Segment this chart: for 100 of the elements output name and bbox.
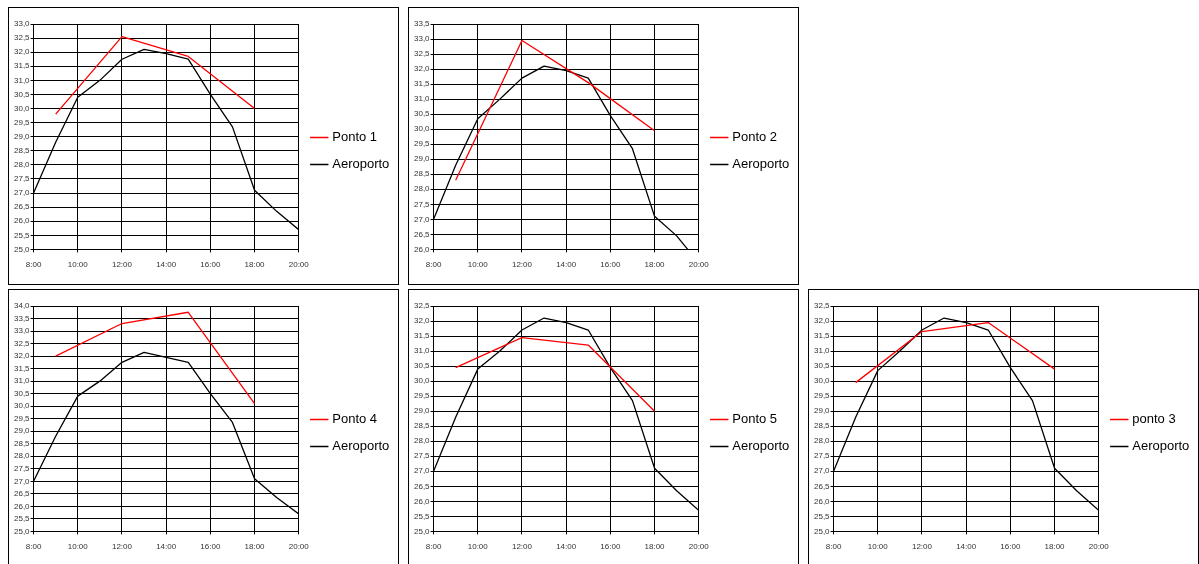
x-tick-label: 12:00 (111, 542, 133, 552)
x-tick-label: 10:00 (467, 260, 489, 270)
x-tick-label: 14:00 (956, 542, 977, 552)
y-tick-label: 31,0 (13, 376, 31, 386)
y-tick-label: 27,0 (13, 188, 31, 198)
x-tick-label: 10:00 (867, 542, 889, 552)
x-tick-label: 14:00 (556, 260, 577, 270)
y-tick-label: 28,0 (813, 436, 831, 446)
y-tick-label: 28,5 (13, 438, 31, 448)
x-tick-label: 16:00 (200, 260, 221, 270)
x-tick-label: 8:00 (825, 542, 842, 552)
y-tick-label: 27,5 (413, 199, 431, 209)
y-tick-label: 25,5 (13, 514, 31, 524)
x-tick-label: 20:00 (688, 542, 710, 552)
y-tick-label: 28,0 (13, 451, 31, 461)
y-tick-label: 31,5 (13, 363, 31, 373)
y-tick-label: 32,0 (413, 316, 431, 326)
y-tick-label: 32,5 (413, 49, 431, 59)
y-tick-label: 29,0 (813, 406, 831, 416)
y-tick-label: 26,5 (13, 202, 31, 212)
x-tick-label: 14:00 (556, 542, 577, 552)
y-tick-label: 29,5 (413, 139, 431, 149)
legend-label: Aeroporto (732, 156, 790, 172)
y-tick-label: 25,5 (413, 511, 431, 521)
y-tick-label: 26,0 (413, 244, 431, 254)
y-tick-label: 25,5 (13, 230, 31, 240)
legend-label: Ponto 4 (332, 411, 378, 427)
y-tick-label: 29,5 (13, 117, 31, 127)
x-tick-label: 20:00 (288, 260, 310, 270)
x-tick-label: 18:00 (1044, 542, 1066, 552)
y-tick-label: 30,5 (413, 109, 431, 119)
y-tick-label: 28,0 (413, 436, 431, 446)
y-tick-label: 27,0 (13, 476, 31, 486)
legend-label: Ponto 5 (732, 411, 778, 427)
y-tick-label: 32,0 (413, 64, 431, 74)
y-tick-label: 30,0 (413, 124, 431, 134)
x-tick-label: 8:00 (25, 260, 42, 270)
y-tick-label: 27,0 (413, 214, 431, 224)
x-tick-label: 16:00 (1000, 542, 1021, 552)
y-tick-label: 28,5 (413, 421, 431, 431)
legend-label: Ponto 2 (732, 129, 778, 145)
y-tick-label: 30,5 (13, 388, 31, 398)
y-tick-label: 25,5 (813, 511, 831, 521)
y-tick-label: 26,5 (13, 489, 31, 499)
y-tick-label: 27,0 (813, 466, 831, 476)
x-tick-label: 10:00 (467, 542, 489, 552)
x-tick-label: 12:00 (511, 542, 533, 552)
legend-label: Aeroporto (1132, 438, 1190, 454)
y-tick-label: 30,0 (13, 401, 31, 411)
legend-label: ponto 3 (1132, 411, 1176, 427)
y-tick-label: 31,0 (413, 94, 431, 104)
x-tick-label: 20:00 (688, 260, 710, 270)
y-tick-label: 26,5 (813, 481, 831, 491)
legend-label: Ponto 1 (332, 129, 378, 145)
y-tick-label: 33,0 (13, 326, 31, 336)
y-tick-label: 30,5 (413, 361, 431, 371)
x-tick-label: 20:00 (288, 542, 310, 552)
y-tick-label: 25,0 (13, 526, 31, 536)
x-tick-label: 20:00 (1088, 542, 1110, 552)
y-tick-label: 31,0 (13, 75, 31, 85)
y-tick-label: 28,5 (413, 169, 431, 179)
y-tick-label: 28,5 (13, 145, 31, 155)
x-tick-label: 8:00 (25, 542, 42, 552)
x-tick-label: 12:00 (111, 260, 133, 270)
legend-label: Aeroporto (732, 438, 790, 454)
y-tick-label: 27,5 (13, 463, 31, 473)
y-tick-label: 33,0 (13, 19, 31, 29)
y-tick-label: 30,0 (413, 376, 431, 386)
y-tick-label: 27,5 (813, 451, 831, 461)
y-tick-label: 25,0 (13, 244, 31, 254)
x-tick-label: 10:00 (67, 542, 89, 552)
y-tick-label: 32,5 (413, 301, 431, 311)
x-tick-label: 8:00 (425, 542, 442, 552)
y-tick-label: 29,5 (13, 413, 31, 423)
y-tick-label: 28,0 (13, 160, 31, 170)
x-tick-label: 16:00 (600, 542, 621, 552)
y-tick-label: 26,0 (13, 501, 31, 511)
y-tick-label: 30,5 (13, 89, 31, 99)
y-tick-label: 31,5 (813, 331, 831, 341)
y-tick-label: 27,0 (413, 466, 431, 476)
y-tick-label: 26,0 (13, 216, 31, 226)
y-tick-label: 34,0 (13, 301, 31, 311)
y-tick-label: 28,0 (413, 184, 431, 194)
legend-label: Aeroporto (332, 156, 390, 172)
y-tick-label: 26,0 (813, 496, 831, 506)
y-tick-label: 27,5 (413, 451, 431, 461)
y-tick-label: 32,0 (13, 47, 31, 57)
x-tick-label: 14:00 (156, 260, 177, 270)
x-tick-label: 18:00 (644, 542, 666, 552)
y-tick-label: 29,0 (13, 426, 31, 436)
y-tick-label: 25,0 (413, 526, 431, 536)
y-tick-label: 26,0 (413, 496, 431, 506)
y-tick-label: 25,0 (813, 526, 831, 536)
y-tick-label: 31,0 (813, 346, 831, 356)
legend-label: Aeroporto (332, 438, 390, 454)
y-tick-label: 33,5 (413, 19, 431, 29)
y-tick-label: 32,0 (13, 351, 31, 361)
y-tick-label: 31,5 (413, 331, 431, 341)
x-tick-label: 8:00 (425, 260, 442, 270)
y-tick-label: 33,5 (13, 313, 31, 323)
